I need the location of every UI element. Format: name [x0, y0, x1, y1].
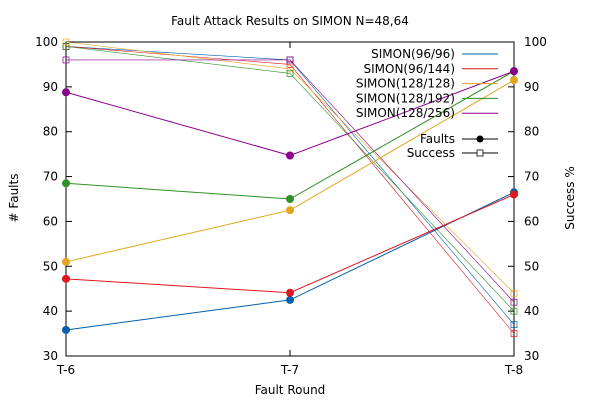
y-tick-label: 50	[43, 259, 58, 273]
y-tick-label: 70	[43, 170, 58, 184]
x-tick-label: T-6	[56, 363, 75, 377]
y2-tick-label: 50	[524, 259, 539, 273]
faults-point	[286, 206, 294, 215]
plot-area: 30 30 40 40 50 50 60 60 70 70 80 80 90 90 100 100 T-6 T-7…	[35, 35, 547, 377]
success-point	[286, 56, 294, 64]
legend-marker-label: Faults	[420, 132, 455, 146]
chart-title: Fault Attack Results on SIMON N=48,64	[171, 14, 409, 28]
y-tick-label: 40	[43, 304, 58, 318]
y-tick-label: 60	[43, 214, 58, 228]
faults-point	[510, 190, 518, 199]
faults-point	[286, 295, 294, 304]
faults-point	[286, 195, 294, 203]
success-point	[62, 56, 70, 64]
y-axis-label: # Faults	[7, 174, 21, 223]
faults-point	[62, 325, 70, 334]
y-tick-label: 100	[35, 35, 58, 49]
success-line	[66, 59, 515, 303]
success-point	[286, 61, 294, 68]
faults-point	[62, 257, 70, 266]
faults-point	[510, 76, 518, 85]
y2-tick-label: 30	[524, 349, 539, 363]
legend-label: SIMON(96/144)	[363, 62, 455, 76]
legend-label: SIMON(128/128)	[356, 77, 455, 91]
x-tick-label: T-7	[280, 363, 299, 377]
faults-point	[286, 151, 294, 160]
success-point	[510, 289, 518, 297]
faults-point	[62, 179, 70, 188]
success-point	[62, 38, 70, 46]
faults-point	[286, 288, 294, 297]
success-point	[510, 298, 518, 306]
success-line	[65, 41, 515, 294]
y2-tick-label: 40	[524, 304, 539, 318]
success-point	[510, 307, 518, 315]
faults-point	[62, 274, 70, 283]
y-tick-label: 90	[43, 80, 58, 94]
faults-point	[510, 67, 518, 76]
y-tick-label: 80	[43, 125, 58, 139]
legend-marker-label: Success	[407, 146, 455, 160]
legend-label: SIMON(96/96)	[371, 47, 455, 61]
y2-tick-label: 100	[524, 35, 547, 49]
legend-label: SIMON(128/192)	[356, 91, 455, 105]
success-point	[510, 321, 518, 328]
y2-tick-label: 60	[524, 214, 539, 228]
success-line	[65, 46, 515, 334]
success-point	[286, 70, 294, 77]
y2-tick-label: 70	[524, 170, 539, 184]
faults-point	[62, 88, 70, 97]
y-tick-label: 30	[43, 349, 58, 363]
y2-tick-label: 80	[524, 125, 539, 139]
success-point	[62, 43, 70, 50]
legend-marker-circle	[476, 135, 484, 143]
legend-marker-square	[476, 149, 484, 157]
legend-label: SIMON(128/256)	[356, 106, 455, 120]
success-line	[65, 46, 515, 312]
y2-tick-label: 90	[524, 80, 539, 94]
x-tick-label: T-8	[504, 363, 523, 377]
legend: SIMON(96/96)SIMON(96/144)SIMON(128/128)S…	[356, 47, 498, 160]
y2-axis-label: Success %	[563, 166, 577, 230]
success-point	[510, 330, 518, 337]
x-axis-label: Fault Round	[255, 383, 326, 397]
success-point	[286, 65, 294, 73]
